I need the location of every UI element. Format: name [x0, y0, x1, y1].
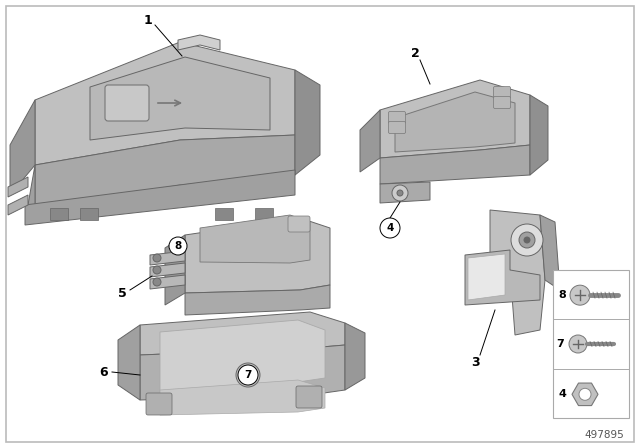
Polygon shape [468, 254, 505, 300]
Circle shape [153, 266, 161, 274]
Polygon shape [380, 80, 530, 158]
Polygon shape [465, 250, 540, 305]
Bar [50, 208, 68, 220]
Text: 5: 5 [118, 287, 126, 300]
FancyBboxPatch shape [388, 112, 406, 124]
Polygon shape [8, 177, 28, 197]
Circle shape [392, 185, 408, 201]
Polygon shape [380, 145, 530, 184]
Polygon shape [200, 215, 310, 263]
Polygon shape [345, 323, 365, 390]
Text: 4: 4 [558, 389, 566, 399]
Circle shape [397, 190, 403, 196]
Circle shape [169, 237, 187, 255]
Bar [255, 208, 273, 220]
Text: 2: 2 [411, 47, 419, 60]
Circle shape [246, 373, 250, 377]
Circle shape [524, 237, 530, 243]
Polygon shape [380, 182, 430, 203]
Polygon shape [490, 210, 545, 335]
Text: 497895: 497895 [584, 430, 624, 440]
Bar [80, 208, 98, 220]
Circle shape [511, 224, 543, 256]
Text: 8: 8 [558, 290, 566, 300]
Text: 4: 4 [387, 223, 394, 233]
FancyBboxPatch shape [493, 96, 511, 108]
Circle shape [236, 363, 260, 387]
Polygon shape [185, 285, 330, 315]
Polygon shape [140, 312, 345, 355]
Circle shape [380, 218, 400, 238]
Polygon shape [150, 251, 185, 265]
Polygon shape [150, 263, 185, 277]
Text: 1: 1 [143, 13, 152, 26]
Text: 3: 3 [470, 356, 479, 369]
FancyBboxPatch shape [388, 121, 406, 134]
Polygon shape [8, 195, 28, 215]
FancyBboxPatch shape [296, 386, 322, 408]
Text: 8: 8 [174, 241, 182, 251]
Circle shape [153, 254, 161, 262]
Polygon shape [140, 345, 345, 400]
Polygon shape [185, 218, 330, 293]
Bar [215, 208, 233, 220]
Polygon shape [530, 95, 548, 175]
Polygon shape [360, 110, 380, 172]
Circle shape [579, 388, 591, 401]
Circle shape [570, 285, 590, 305]
Text: 6: 6 [100, 366, 108, 379]
Text: 7: 7 [244, 370, 252, 380]
Polygon shape [35, 42, 295, 165]
FancyBboxPatch shape [105, 85, 149, 121]
Circle shape [153, 278, 161, 286]
Polygon shape [10, 100, 35, 195]
Polygon shape [90, 57, 270, 140]
Bar [553, 270, 629, 418]
Polygon shape [178, 35, 220, 50]
Polygon shape [160, 380, 325, 415]
Polygon shape [118, 325, 140, 400]
FancyBboxPatch shape [146, 393, 172, 415]
Circle shape [242, 369, 254, 381]
Polygon shape [395, 92, 515, 152]
Circle shape [238, 365, 258, 385]
Polygon shape [150, 275, 185, 289]
Polygon shape [540, 215, 560, 290]
Polygon shape [295, 70, 320, 175]
Text: 7: 7 [556, 339, 564, 349]
Polygon shape [25, 170, 295, 225]
Polygon shape [165, 235, 185, 305]
Polygon shape [28, 165, 35, 220]
Polygon shape [160, 320, 325, 392]
Circle shape [569, 335, 587, 353]
Circle shape [519, 232, 535, 248]
FancyBboxPatch shape [288, 216, 310, 232]
Polygon shape [35, 135, 295, 210]
FancyBboxPatch shape [493, 86, 511, 99]
